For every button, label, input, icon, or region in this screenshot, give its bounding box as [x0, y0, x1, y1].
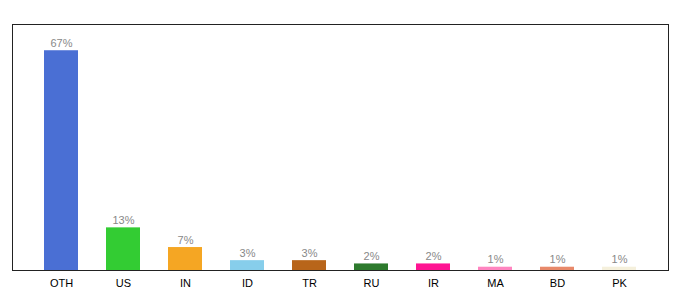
svg-text:BD: BD	[550, 277, 565, 289]
svg-text:1%: 1%	[550, 253, 566, 265]
svg-text:13%: 13%	[112, 214, 134, 226]
svg-text:3%: 3%	[240, 247, 256, 259]
svg-text:TR: TR	[302, 277, 317, 289]
svg-text:7%: 7%	[178, 234, 194, 246]
svg-text:IR: IR	[428, 277, 439, 289]
svg-text:2%: 2%	[426, 250, 442, 262]
svg-text:1%: 1%	[488, 253, 504, 265]
svg-text:IN: IN	[180, 277, 191, 289]
svg-text:ID: ID	[242, 277, 253, 289]
svg-text:1%: 1%	[612, 253, 628, 265]
svg-text:3%: 3%	[302, 247, 318, 259]
svg-text:2%: 2%	[364, 250, 380, 262]
svg-text:RU: RU	[364, 277, 380, 289]
svg-text:MA: MA	[487, 277, 504, 289]
svg-text:US: US	[116, 277, 131, 289]
svg-text:PK: PK	[612, 277, 627, 289]
svg-text:OTH: OTH	[50, 277, 73, 289]
svg-text:67%: 67%	[50, 37, 72, 49]
